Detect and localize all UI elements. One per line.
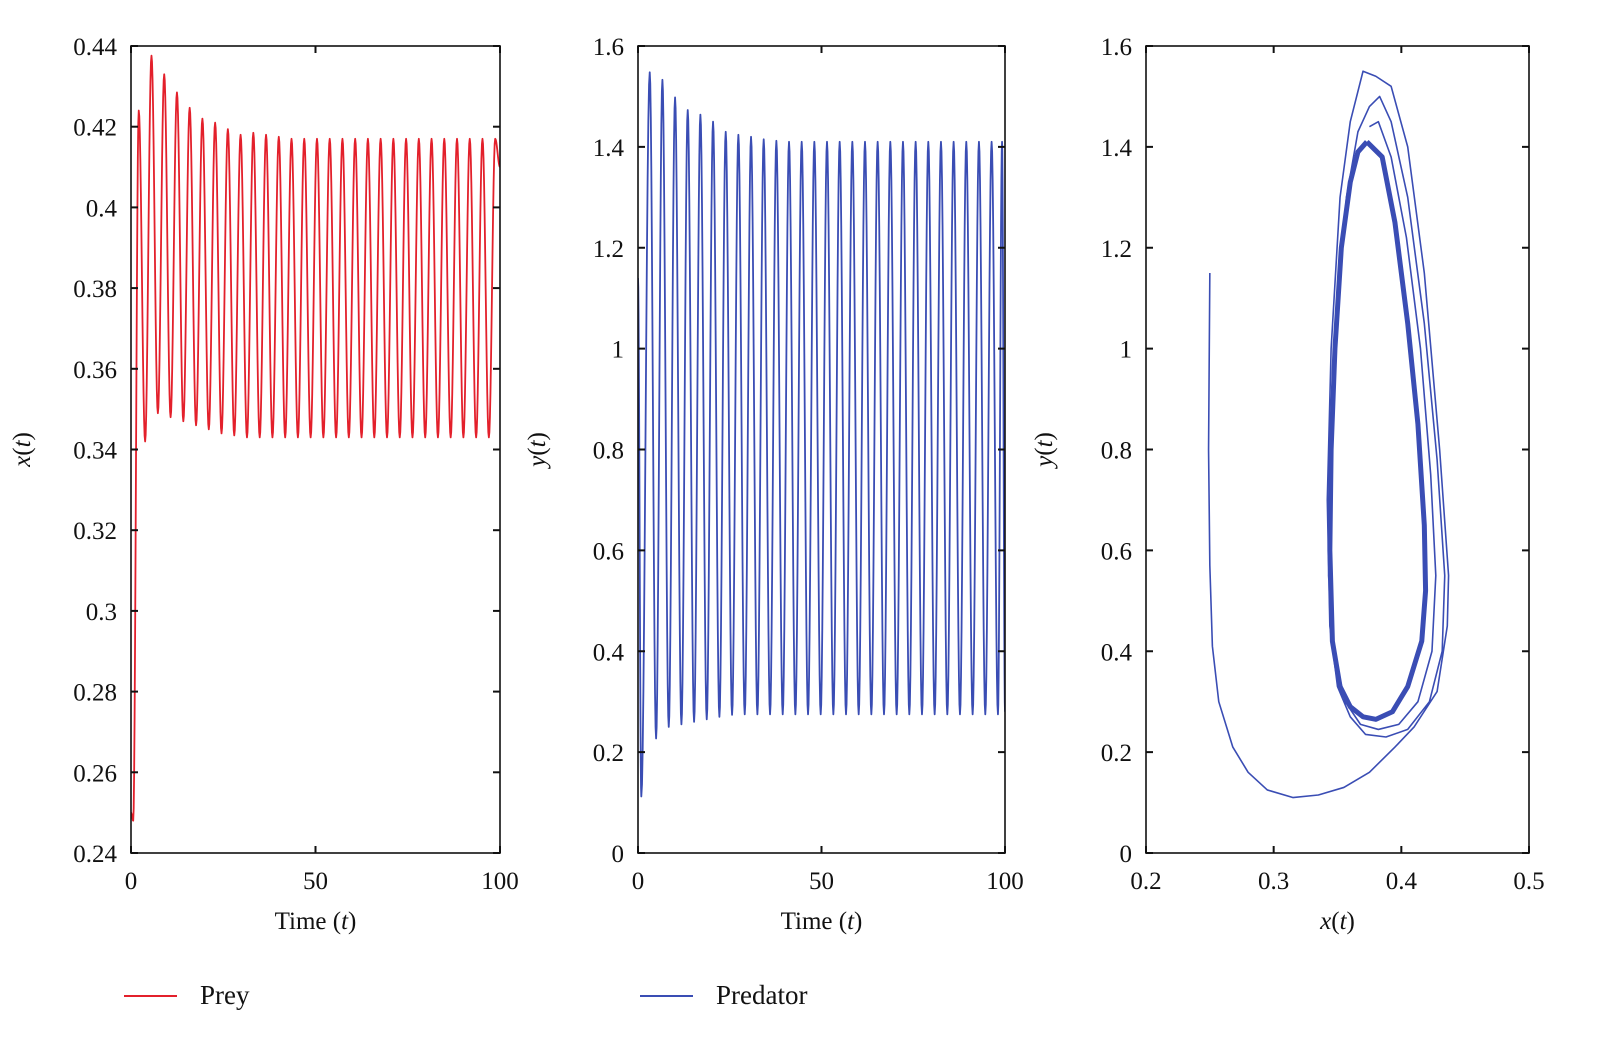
phase-limit-cycle <box>1327 140 1429 722</box>
y-tick-label: 1.6 <box>593 34 624 61</box>
y-tick-label: 1.2 <box>593 236 624 263</box>
legend-item-prey: Prey <box>124 980 250 1011</box>
x-tick-label: 100 <box>481 868 519 895</box>
y-tick-label: 0.32 <box>73 518 117 545</box>
y-tick-label: 0.36 <box>73 357 117 384</box>
y-tick-label: 1.6 <box>1101 34 1132 61</box>
y-tick-label: 0.38 <box>73 276 117 303</box>
x-tick-label: 50 <box>809 868 834 895</box>
x-tick-label: 0.4 <box>1386 868 1418 895</box>
x-tick-label: 100 <box>986 868 1024 895</box>
predator-legend-swatch <box>640 994 693 997</box>
y-tick-label: 0.6 <box>593 538 624 565</box>
y-tick-label: 0.28 <box>73 680 117 707</box>
x-tick-label: 0 <box>125 868 138 895</box>
x-tick-label: 0.3 <box>1258 868 1289 895</box>
legend-label-prey: Prey <box>200 980 250 1010</box>
y-tick-label: 0.4 <box>593 639 625 666</box>
prey-legend-swatch <box>124 994 177 997</box>
legend-item-predator: Predator <box>640 980 807 1011</box>
y-tick-label: 1.4 <box>1101 135 1133 162</box>
y-tick-label: 0.6 <box>1101 538 1132 565</box>
y-tick-label: 0.8 <box>1101 438 1132 465</box>
legend-label-predator: Predator <box>716 980 808 1010</box>
y-tick-label: 0.24 <box>73 841 117 868</box>
y-tick-label: 0 <box>1120 841 1133 868</box>
y-tick-label: 0.26 <box>73 760 117 787</box>
y-axis-label: y(t) <box>1031 432 1058 470</box>
y-tick-label: 0.3 <box>86 599 117 626</box>
y-axis-label: y(t) <box>524 432 551 470</box>
y-tick-label: 0.2 <box>1101 740 1132 767</box>
y-tick-label: 0.34 <box>73 438 117 465</box>
phase-transient-path <box>1207 70 1450 799</box>
y-axis-label: x(t) <box>9 432 36 468</box>
y-tick-label: 0.4 <box>1101 639 1133 666</box>
plot-frame <box>1145 45 1530 854</box>
y-tick-label: 1.2 <box>1101 236 1132 263</box>
series-line-predator <box>638 71 1005 798</box>
x-axis-label: Time (t) <box>275 908 357 935</box>
y-tick-label: 0.2 <box>593 740 624 767</box>
plot-1: 0.24 0.26 0.28 0.3 0.32 0.34 0.36 0.38 0.4 0.42 0.… <box>9 34 519 935</box>
y-tick-label: 1 <box>1120 337 1133 364</box>
x-tick-label: 0.2 <box>1130 868 1161 895</box>
y-tick-label: 0.8 <box>593 438 624 465</box>
y-tick-label: 0.42 <box>73 115 117 142</box>
y-tick-label: 0.44 <box>73 34 117 61</box>
x-axis-label: x(t) <box>1319 908 1355 935</box>
y-tick-label: 0.4 <box>86 195 118 222</box>
x-tick-label: 0.5 <box>1513 868 1544 895</box>
x-tick-label: 50 <box>303 868 328 895</box>
y-tick-label: 1.4 <box>593 135 625 162</box>
y-tick-label: 0 <box>612 841 625 868</box>
plot-3: 00.20.40.60.811.21.41.60.2 0.3 0.4 0.5x(t)y… <box>1031 34 1545 935</box>
series-line-prey <box>131 54 500 822</box>
x-axis-label: Time (t) <box>781 908 863 935</box>
x-tick-label: 0 <box>632 868 645 895</box>
y-tick-label: 1 <box>612 337 625 364</box>
plot-2: 0 0.2 0.4 0.6 0.8 1 1.2 1.4 1.6 0 50 100 Time (t) y(t… <box>524 34 1024 935</box>
